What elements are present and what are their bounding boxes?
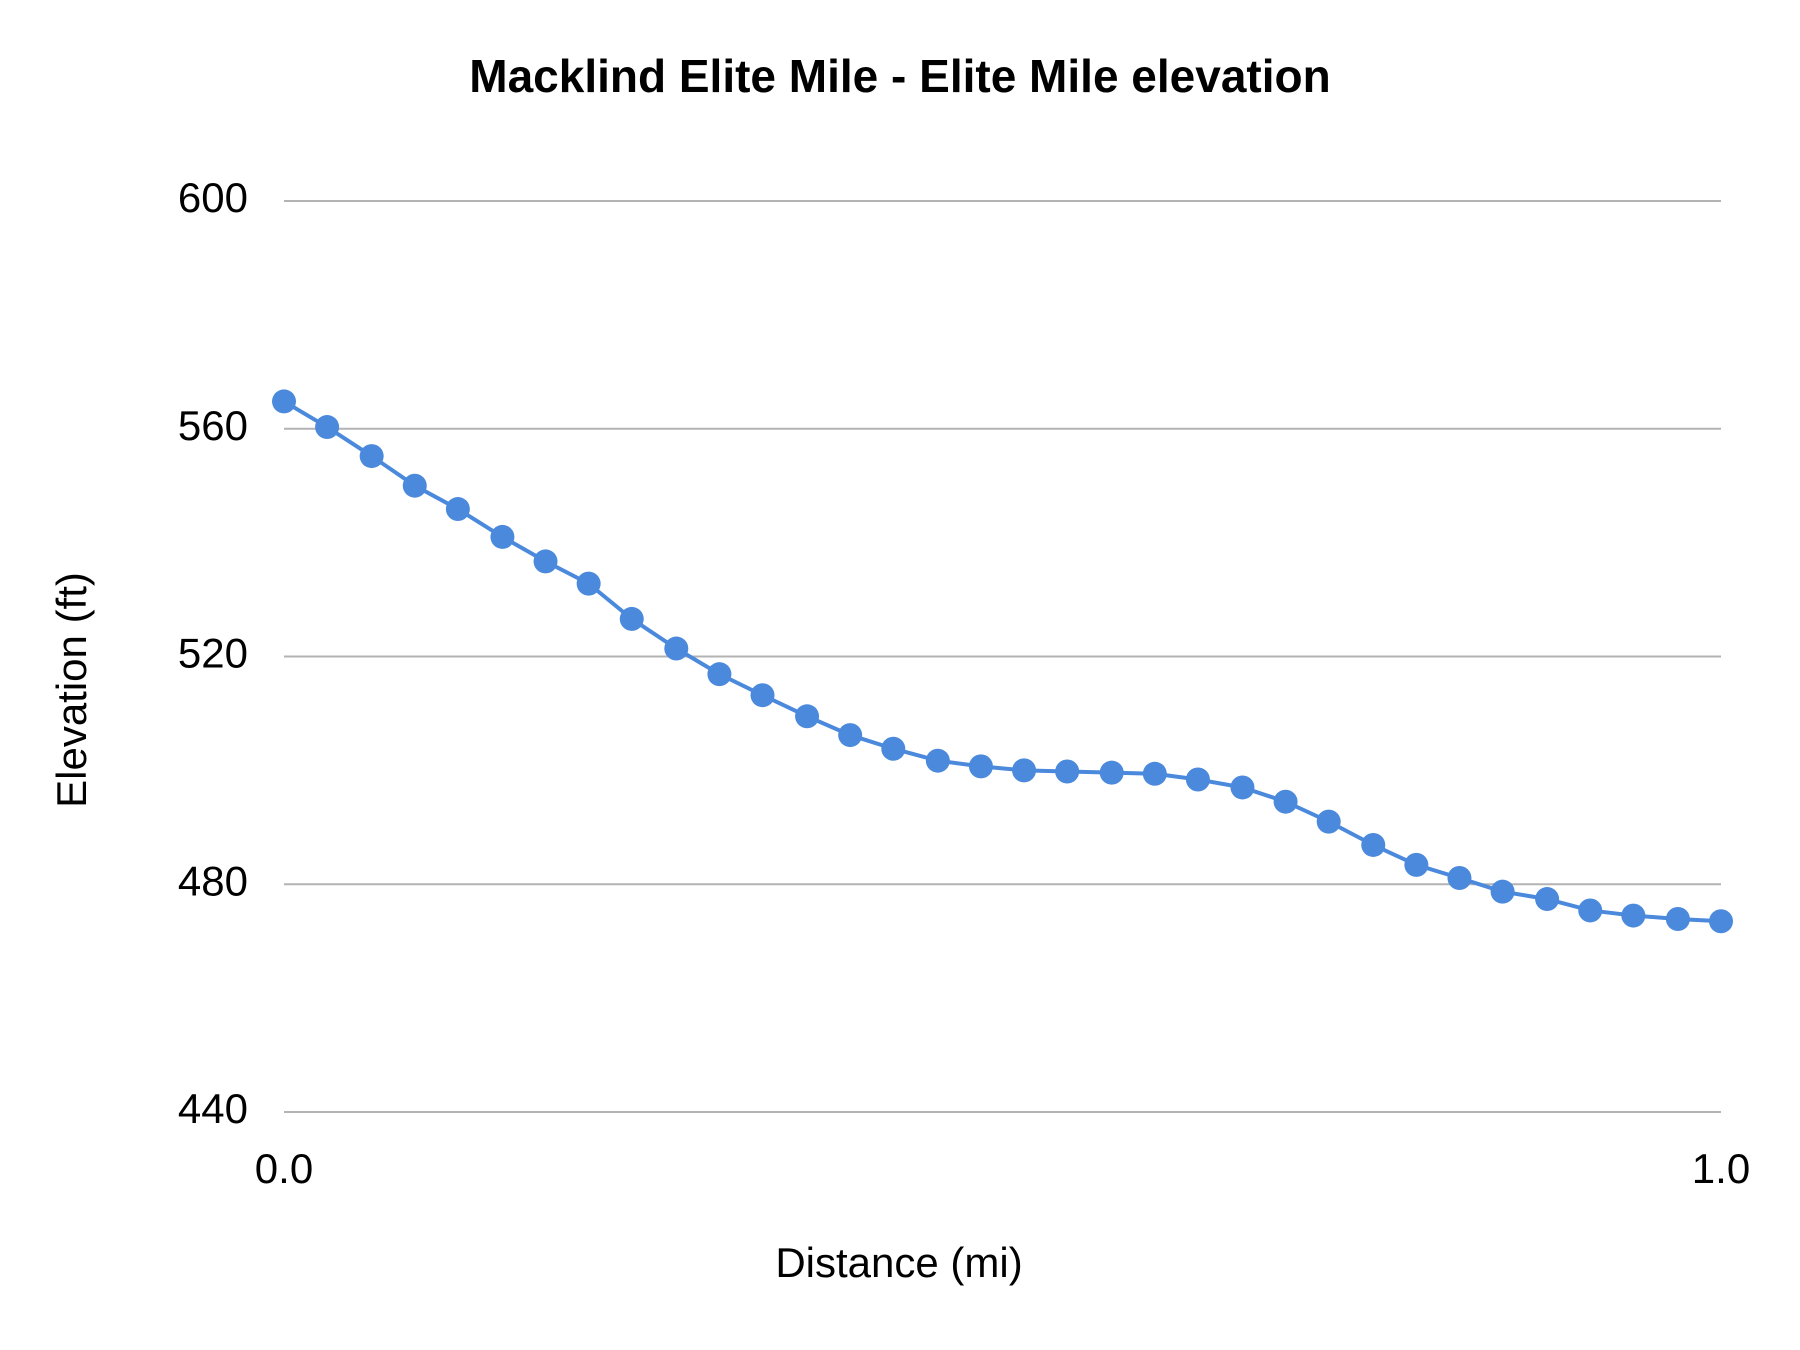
y-tick-label: 440 — [178, 1085, 248, 1132]
x-tick-label: 1.0 — [1692, 1145, 1750, 1192]
data-point — [402, 473, 427, 498]
data-point — [1709, 909, 1733, 934]
data-point — [1490, 879, 1515, 904]
data-point — [533, 549, 558, 574]
data-point — [445, 497, 470, 522]
series-line — [282, 399, 1722, 924]
data-point — [795, 704, 820, 729]
data-point — [1665, 906, 1690, 931]
x-tick-label: 0.0 — [255, 1145, 313, 1192]
y-tick-label: 600 — [178, 174, 248, 221]
y-tick-label: 560 — [178, 402, 248, 449]
y-axis-label: Elevation (ft) — [48, 572, 95, 808]
data-point — [359, 444, 384, 469]
data-point — [272, 389, 296, 414]
data-point — [1185, 767, 1210, 792]
y-tick-label: 520 — [178, 630, 248, 677]
data-point — [1099, 760, 1124, 785]
data-point — [1273, 789, 1298, 814]
data-point — [1361, 832, 1386, 857]
data-point — [490, 524, 515, 549]
x-axis-label: Distance (mi) — [775, 1239, 1022, 1286]
data-point — [1578, 898, 1603, 923]
data-point — [1012, 758, 1037, 783]
data-point — [1230, 775, 1255, 800]
data-point — [750, 683, 775, 708]
data-point — [315, 415, 340, 440]
data-point — [707, 662, 732, 687]
data-point — [925, 748, 950, 773]
data-point — [619, 606, 644, 631]
data-point — [1447, 865, 1472, 890]
data-point — [881, 736, 906, 761]
data-point — [1055, 759, 1080, 784]
data-point — [576, 571, 601, 596]
data-point — [1404, 852, 1429, 877]
data-point — [1316, 809, 1341, 834]
data-point — [838, 723, 863, 748]
data-point — [1142, 761, 1167, 786]
data-point — [664, 636, 689, 661]
data-point — [1621, 903, 1646, 928]
data-point — [968, 754, 993, 779]
y-tick-label: 480 — [178, 857, 248, 904]
chart-title: Macklind Elite Mile - Elite Mile elevati… — [469, 50, 1330, 102]
data-point — [1535, 887, 1560, 912]
